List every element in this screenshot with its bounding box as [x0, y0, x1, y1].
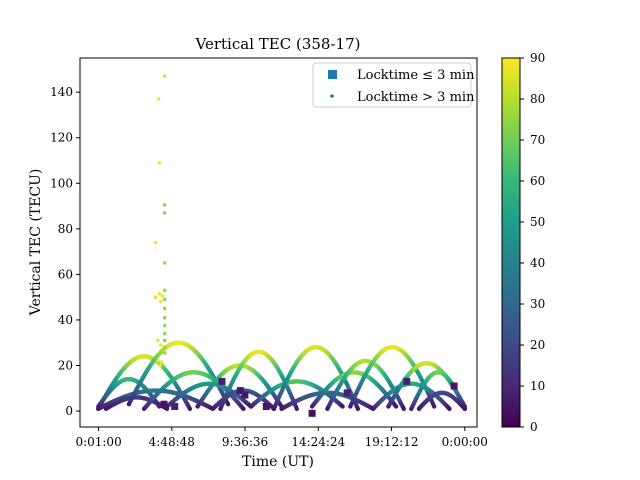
tec-point: [447, 406, 452, 411]
y-tick-label: 120: [50, 131, 73, 145]
locktime-short-marker: [262, 403, 270, 410]
colorbar-tick-label: 10: [530, 379, 545, 393]
colorbar-axis: 0 10 20 30 40 50 60 70 80 90: [520, 51, 545, 434]
y-tick-label: 0: [65, 404, 73, 418]
legend-box: [312, 62, 472, 108]
tec-point: [432, 404, 437, 409]
tec-point: [340, 404, 345, 409]
tec-outlier-point: [162, 297, 167, 302]
y-tick-label: 20: [58, 359, 73, 373]
tec-outlier-point: [162, 315, 167, 320]
colorbar-tick-label: 80: [530, 92, 545, 106]
locktime-short-marker: [160, 400, 168, 408]
tec-outlier-point: [162, 331, 167, 336]
tec-outlier-point: [159, 299, 163, 304]
x-tick-label: 0:01:00: [75, 435, 121, 449]
tec-outlier-point: [156, 359, 160, 363]
tec-point: [462, 406, 467, 411]
locktime-short-marker: [236, 387, 244, 395]
tec-point: [294, 406, 299, 411]
legend-label-long: Locktime > 3 min: [357, 90, 475, 105]
tec-outlier-point: [156, 338, 160, 343]
y-tick-label: 80: [58, 222, 73, 236]
tec-outlier-point: [162, 323, 167, 328]
locktime-short-marker: [403, 377, 411, 385]
tec-point: [225, 402, 231, 407]
tec-outlier-point: [162, 345, 167, 350]
tec-outlier-point: [157, 161, 162, 165]
x-tick-label: 19:12:12: [365, 435, 419, 449]
locktime-short-marker: [343, 389, 351, 397]
colorbar-tick-label: 50: [530, 215, 545, 229]
plot-frame: [79, 57, 478, 428]
colorbar-tick-label: 30: [530, 297, 545, 311]
tec-point: [393, 404, 399, 409]
tec-outlier-point: [156, 97, 161, 101]
tec-outlier-point: [153, 295, 158, 300]
x-axis: 0:01:00 4:48:48 9:36:36 14:24:24 19:12:12 0:0…: [75, 427, 488, 449]
tec-outlier-point: [162, 351, 167, 355]
tec-outlier-point: [157, 292, 162, 296]
locktime-short-points: [160, 377, 458, 417]
locktime-short-marker: [450, 382, 458, 390]
colorbar-tick-label: 60: [530, 174, 545, 188]
tec-outlier-point: [160, 294, 165, 298]
colorbar: [501, 57, 521, 428]
tec-outlier-point: [162, 306, 167, 311]
tec-point: [241, 406, 246, 411]
x-axis-label: Time (UT): [242, 454, 314, 470]
colorbar-tick-label: 20: [530, 338, 545, 352]
tec-point: [187, 406, 193, 411]
colorbar-tick-label: 0: [530, 420, 538, 434]
y-axis-label: Vertical TEC (TECU): [28, 169, 44, 317]
tec-point: [401, 406, 406, 411]
tec-point: [355, 406, 361, 411]
tec-outlier-point: [159, 360, 164, 364]
tec-outlier-point: [153, 240, 158, 245]
legend-marker-square: [328, 70, 337, 79]
scatter-points: [96, 74, 467, 411]
locktime-short-marker: [218, 377, 226, 385]
tec-outlier-point: [162, 74, 167, 78]
legend: Locktime ≤ 3 min Locktime > 3 min: [312, 62, 475, 108]
tec-outlier-point: [162, 261, 167, 265]
chart-title: Vertical TEC (358-17): [195, 35, 361, 53]
y-tick-label: 100: [50, 176, 73, 190]
locktime-short-marker: [171, 403, 179, 410]
y-tick-label: 60: [58, 267, 73, 281]
x-tick-label: 14:24:24: [291, 435, 345, 449]
colorbar-tick-label: 70: [530, 133, 545, 147]
y-tick-label: 40: [58, 313, 73, 327]
locktime-short-marker: [308, 409, 316, 417]
colorbar-tick-label: 90: [530, 51, 545, 65]
tec-outlier-point: [162, 288, 167, 293]
tec-outlier-point: [159, 343, 163, 347]
tec-outlier-point: [162, 211, 167, 215]
colorbar-tick-label: 40: [530, 256, 545, 270]
y-axis: 0 20 40 60 80 100 120 140: [50, 85, 80, 418]
x-tick-label: 9:36:36: [222, 435, 268, 449]
x-tick-label: 0:00:00: [442, 435, 488, 449]
locktime-short-marker: [241, 391, 249, 399]
legend-marker-dot: [330, 94, 334, 98]
x-tick-label: 4:48:48: [149, 435, 195, 449]
y-tick-label: 140: [50, 85, 73, 99]
tec-outlier-point: [162, 203, 167, 207]
legend-label-short: Locktime ≤ 3 min: [357, 68, 475, 83]
tec-outlier-point: [158, 363, 162, 368]
tec-outlier-point: [162, 338, 167, 343]
